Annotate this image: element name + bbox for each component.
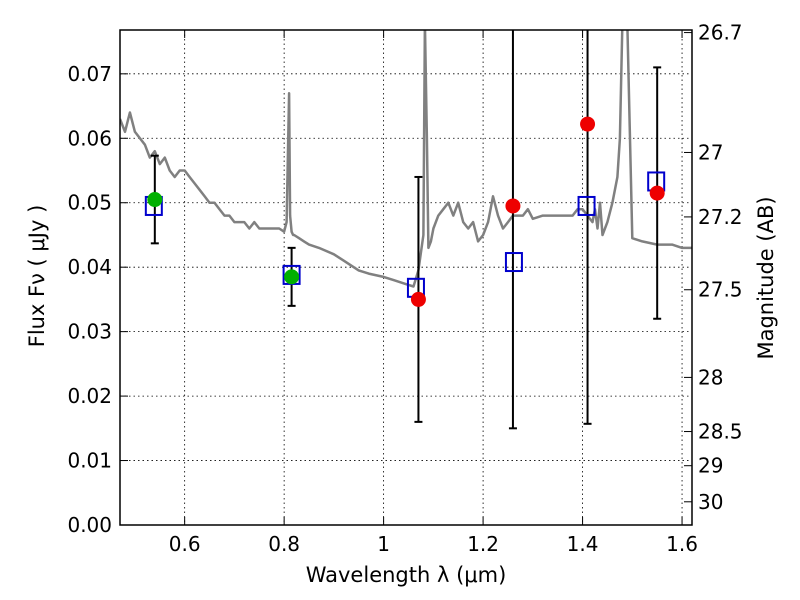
x-tick-label: 0.6 <box>169 532 201 556</box>
x-tick-label: 1.6 <box>666 532 698 556</box>
green-data-point <box>147 192 163 208</box>
y-axis-label: Flux Fν ( μJy ) <box>25 205 49 348</box>
x-tick-label: 1 <box>377 532 390 556</box>
y-tick-label: 0.04 <box>67 255 112 279</box>
model-box-point <box>504 252 523 273</box>
y-tick-label: 0.05 <box>67 191 112 215</box>
right-axis-label: Magnitude (AB) <box>754 196 778 359</box>
red-data-point <box>505 198 521 214</box>
plot-content <box>120 30 692 430</box>
x-axis-label: Wavelength λ (μm) <box>306 563 507 587</box>
red-data-point <box>649 185 665 201</box>
right-tick-label: 27 <box>698 140 723 164</box>
green-data-point <box>284 269 300 285</box>
y-tick-label: 0.07 <box>67 62 112 86</box>
y-tick-label: 0.06 <box>67 126 112 150</box>
plot-area <box>120 30 692 430</box>
right-tick-label: 27.2 <box>698 205 743 229</box>
right-tick-label: 30 <box>698 490 723 514</box>
right-tick-label: 28.5 <box>698 420 743 444</box>
red-data-point <box>580 116 596 132</box>
x-tick-label: 1.2 <box>467 532 499 556</box>
right-tick-label: 26.7 <box>698 21 743 45</box>
y-tick-label: 0.02 <box>67 384 112 408</box>
right-tick-label: 29 <box>698 454 723 478</box>
sed-spectrum-line <box>120 30 692 288</box>
right-tick-label: 28 <box>698 365 723 389</box>
grid-lines <box>120 30 692 525</box>
red-data-point <box>410 291 426 307</box>
model-box-point <box>577 195 596 216</box>
y-tick-label: 0.03 <box>67 320 112 344</box>
plot-frame <box>119 29 693 526</box>
x-tick-label: 1.4 <box>567 532 599 556</box>
x-tick-label: 0.8 <box>268 532 300 556</box>
y-tick-label: 0.00 <box>67 513 112 537</box>
y-tick-label: 0.01 <box>67 449 112 473</box>
axis-ticks: 0.6 0.8 1 1.2 1.4 1.6 0.00 0.01 0.02 0.03 0.04 0.05… <box>67 21 742 556</box>
right-tick-label: 27.5 <box>698 278 743 302</box>
